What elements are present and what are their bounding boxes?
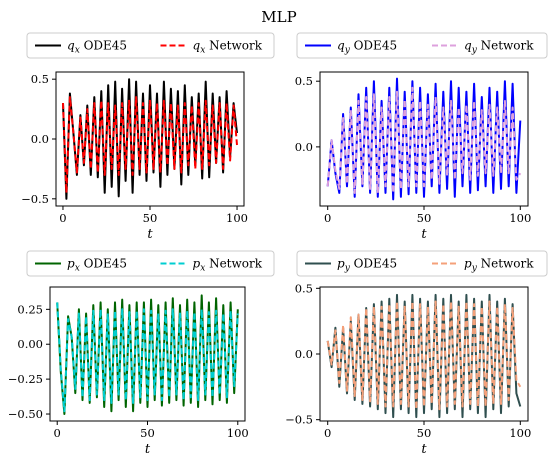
legend: py ODE45 py Network bbox=[296, 250, 548, 277]
y-tick-label: 0.0 bbox=[295, 140, 313, 154]
legend: qy ODE45 qy Network bbox=[296, 32, 548, 59]
x-tick-label: 50 bbox=[417, 211, 432, 225]
x-tick-label: 100 bbox=[509, 211, 531, 225]
y-tick-label: −0.5 bbox=[21, 192, 49, 206]
legend-entry-label: py ODE45 bbox=[337, 257, 397, 274]
legend-entry-label: px ODE45 bbox=[67, 257, 127, 274]
x-axis-label: t bbox=[147, 227, 153, 242]
y-tick-label: 0.25 bbox=[17, 302, 43, 316]
x-axis-label: t bbox=[145, 442, 151, 457]
x-tick-label: 50 bbox=[140, 426, 155, 440]
legend: px ODE45 px Network bbox=[26, 250, 275, 277]
x-tick-label: 50 bbox=[417, 426, 432, 440]
x-tick-label: 100 bbox=[226, 211, 248, 225]
y-tick-label: −0.25 bbox=[8, 372, 43, 386]
subplots-grid: 0 50 100 −0.5 0.0 0.5 t qx ODE45 qx Network 0 50 10… bbox=[8, 32, 548, 457]
legend-entry-label: qx Network bbox=[193, 39, 263, 56]
x-tick-label: 0 bbox=[324, 211, 331, 225]
y-tick-label: 0.0 bbox=[31, 132, 49, 146]
x-tick-label: 100 bbox=[509, 426, 531, 440]
y-tick-label: 0.5 bbox=[295, 74, 313, 88]
series-line-network bbox=[326, 300, 522, 411]
x-tick-label: 0 bbox=[324, 426, 331, 440]
legend-entry-label: qy Network bbox=[464, 39, 534, 56]
y-tick-label: 0.0 bbox=[295, 347, 313, 361]
legend: qx ODE45 qx Network bbox=[26, 32, 275, 59]
legend-box bbox=[26, 250, 275, 277]
subplot-4: 0 50 100 −0.5 0.0 0.5 t py ODE45 py Network bbox=[285, 250, 548, 457]
series-line-network bbox=[326, 86, 522, 194]
series-line-network bbox=[62, 96, 238, 194]
x-axis-label: t bbox=[421, 227, 427, 242]
legend-entry-label: py Network bbox=[464, 257, 534, 274]
figure-title: MLP bbox=[261, 8, 296, 26]
x-axis-label: t bbox=[421, 442, 427, 457]
series-line-network bbox=[56, 302, 239, 413]
y-tick-label: 0.5 bbox=[31, 72, 49, 86]
y-tick-label: −0.5 bbox=[285, 413, 313, 427]
series-line-ode45 bbox=[56, 294, 239, 415]
legend-entry-label: px Network bbox=[193, 257, 263, 274]
y-tick-label: 0.00 bbox=[17, 337, 43, 351]
legend-entry-label: qx ODE45 bbox=[67, 39, 127, 56]
y-tick-label: 0.5 bbox=[295, 281, 313, 295]
x-tick-label: 0 bbox=[59, 211, 66, 225]
subplot-1: 0 50 100 −0.5 0.0 0.5 t qx ODE45 qx Network bbox=[21, 32, 275, 242]
x-tick-label: 100 bbox=[227, 426, 249, 440]
legend-box bbox=[296, 32, 548, 59]
x-tick-label: 0 bbox=[54, 426, 61, 440]
y-tick-label: −0.50 bbox=[8, 407, 43, 421]
legend-box bbox=[296, 250, 548, 277]
subplot-2: 0 50 100 0.0 0.5 t qy ODE45 qy Network bbox=[295, 32, 548, 242]
x-tick-label: 50 bbox=[143, 211, 158, 225]
subplot-3: 0 50 100 −0.50 −0.25 0.00 0.25 t px ODE45 px Netw… bbox=[8, 250, 275, 457]
legend-entry-label: qy ODE45 bbox=[337, 39, 397, 56]
legend-box bbox=[26, 32, 275, 59]
